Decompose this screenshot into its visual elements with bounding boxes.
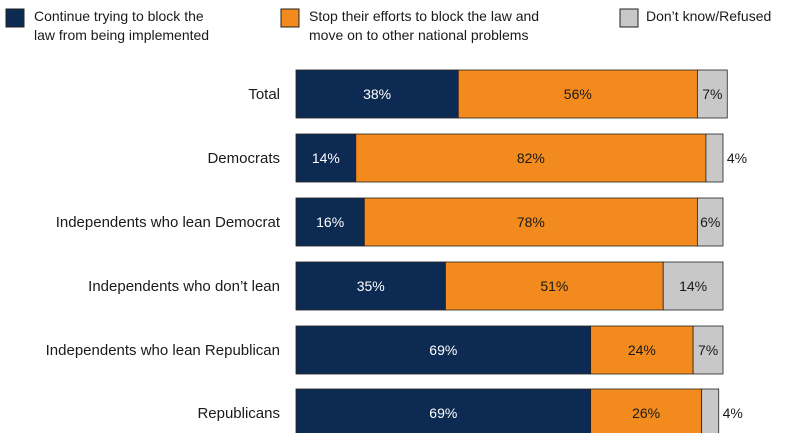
bar-segment bbox=[363, 197, 698, 247]
data-label: 24% bbox=[628, 342, 656, 358]
legend-label-line: move on to other national problems bbox=[309, 27, 528, 43]
data-label: 51% bbox=[540, 278, 568, 294]
legend-item-1: Stop their efforts to block the law and m… bbox=[280, 8, 539, 43]
legend-swatch bbox=[280, 8, 300, 28]
bar-segment bbox=[295, 261, 446, 311]
data-label: 38% bbox=[363, 86, 391, 102]
data-label: 4% bbox=[723, 405, 743, 421]
legend-item-0: Continue trying to block the law from bei… bbox=[5, 8, 209, 43]
data-label: 82% bbox=[517, 150, 545, 166]
data-label: 14% bbox=[679, 278, 707, 294]
category-label: Independents who lean Republican bbox=[46, 342, 280, 359]
category-label: Democrats bbox=[207, 150, 280, 167]
category-label: Independents who don’t lean bbox=[88, 278, 280, 295]
legend-swatch bbox=[5, 8, 25, 28]
category-label: Republicans bbox=[197, 405, 280, 422]
bar-row: Independents who lean Democrat 16% 78% 6% bbox=[56, 197, 724, 247]
bar-row: Democrats 14% 82% 4% bbox=[207, 133, 747, 183]
category-label: Total bbox=[248, 86, 280, 103]
bar-segment bbox=[295, 325, 592, 375]
legend-swatch bbox=[619, 8, 639, 28]
bar-segment bbox=[295, 133, 357, 183]
legend-label-line: Continue trying to block the bbox=[34, 8, 204, 24]
data-label: 69% bbox=[429, 405, 457, 421]
bar-segment bbox=[662, 261, 724, 311]
data-label: 6% bbox=[700, 214, 720, 230]
data-label: 56% bbox=[564, 86, 592, 102]
bar-segment bbox=[696, 197, 724, 247]
data-label: 35% bbox=[357, 278, 385, 294]
bar-row: Independents who lean Republican 69% 24% 7% bbox=[46, 325, 724, 375]
data-label: 4% bbox=[727, 150, 747, 166]
bar-segment bbox=[457, 69, 698, 119]
bar-segment bbox=[696, 69, 728, 119]
bar-row: Independents who don’t lean 35% 51% 14% bbox=[88, 261, 724, 311]
data-label: 16% bbox=[316, 214, 344, 230]
data-label: 69% bbox=[429, 342, 457, 358]
data-label: 26% bbox=[632, 405, 660, 421]
bar-segment bbox=[355, 133, 707, 183]
bar-segment bbox=[692, 325, 724, 375]
bar-segment bbox=[590, 325, 694, 375]
bar-row: Total 38% 56% 7% bbox=[248, 69, 728, 119]
bar-segment bbox=[295, 197, 365, 247]
bar-segment bbox=[445, 261, 664, 311]
category-label: Independents who lean Democrat bbox=[56, 214, 281, 231]
legend: Continue trying to block the law from bei… bbox=[5, 8, 771, 43]
data-label: 7% bbox=[698, 342, 718, 358]
bar-segment bbox=[295, 69, 459, 119]
legend-label-line: law from being implemented bbox=[34, 27, 209, 43]
plot-area: Total 38% 56% 7% Democrats 14% 82% 4% Independen… bbox=[46, 69, 747, 433]
data-label: 14% bbox=[312, 150, 340, 166]
data-label: 7% bbox=[702, 86, 722, 102]
bar-segment bbox=[705, 133, 724, 183]
bar-segment bbox=[701, 388, 720, 433]
legend-label-line: Don’t know/Refused bbox=[646, 8, 771, 24]
data-label: 78% bbox=[517, 214, 545, 230]
bar-row: Republicans 69% 26% 4% bbox=[197, 388, 743, 433]
legend-item-2: Don’t know/Refused bbox=[619, 8, 771, 28]
legend-label-line: Stop their efforts to block the law and bbox=[309, 8, 539, 24]
